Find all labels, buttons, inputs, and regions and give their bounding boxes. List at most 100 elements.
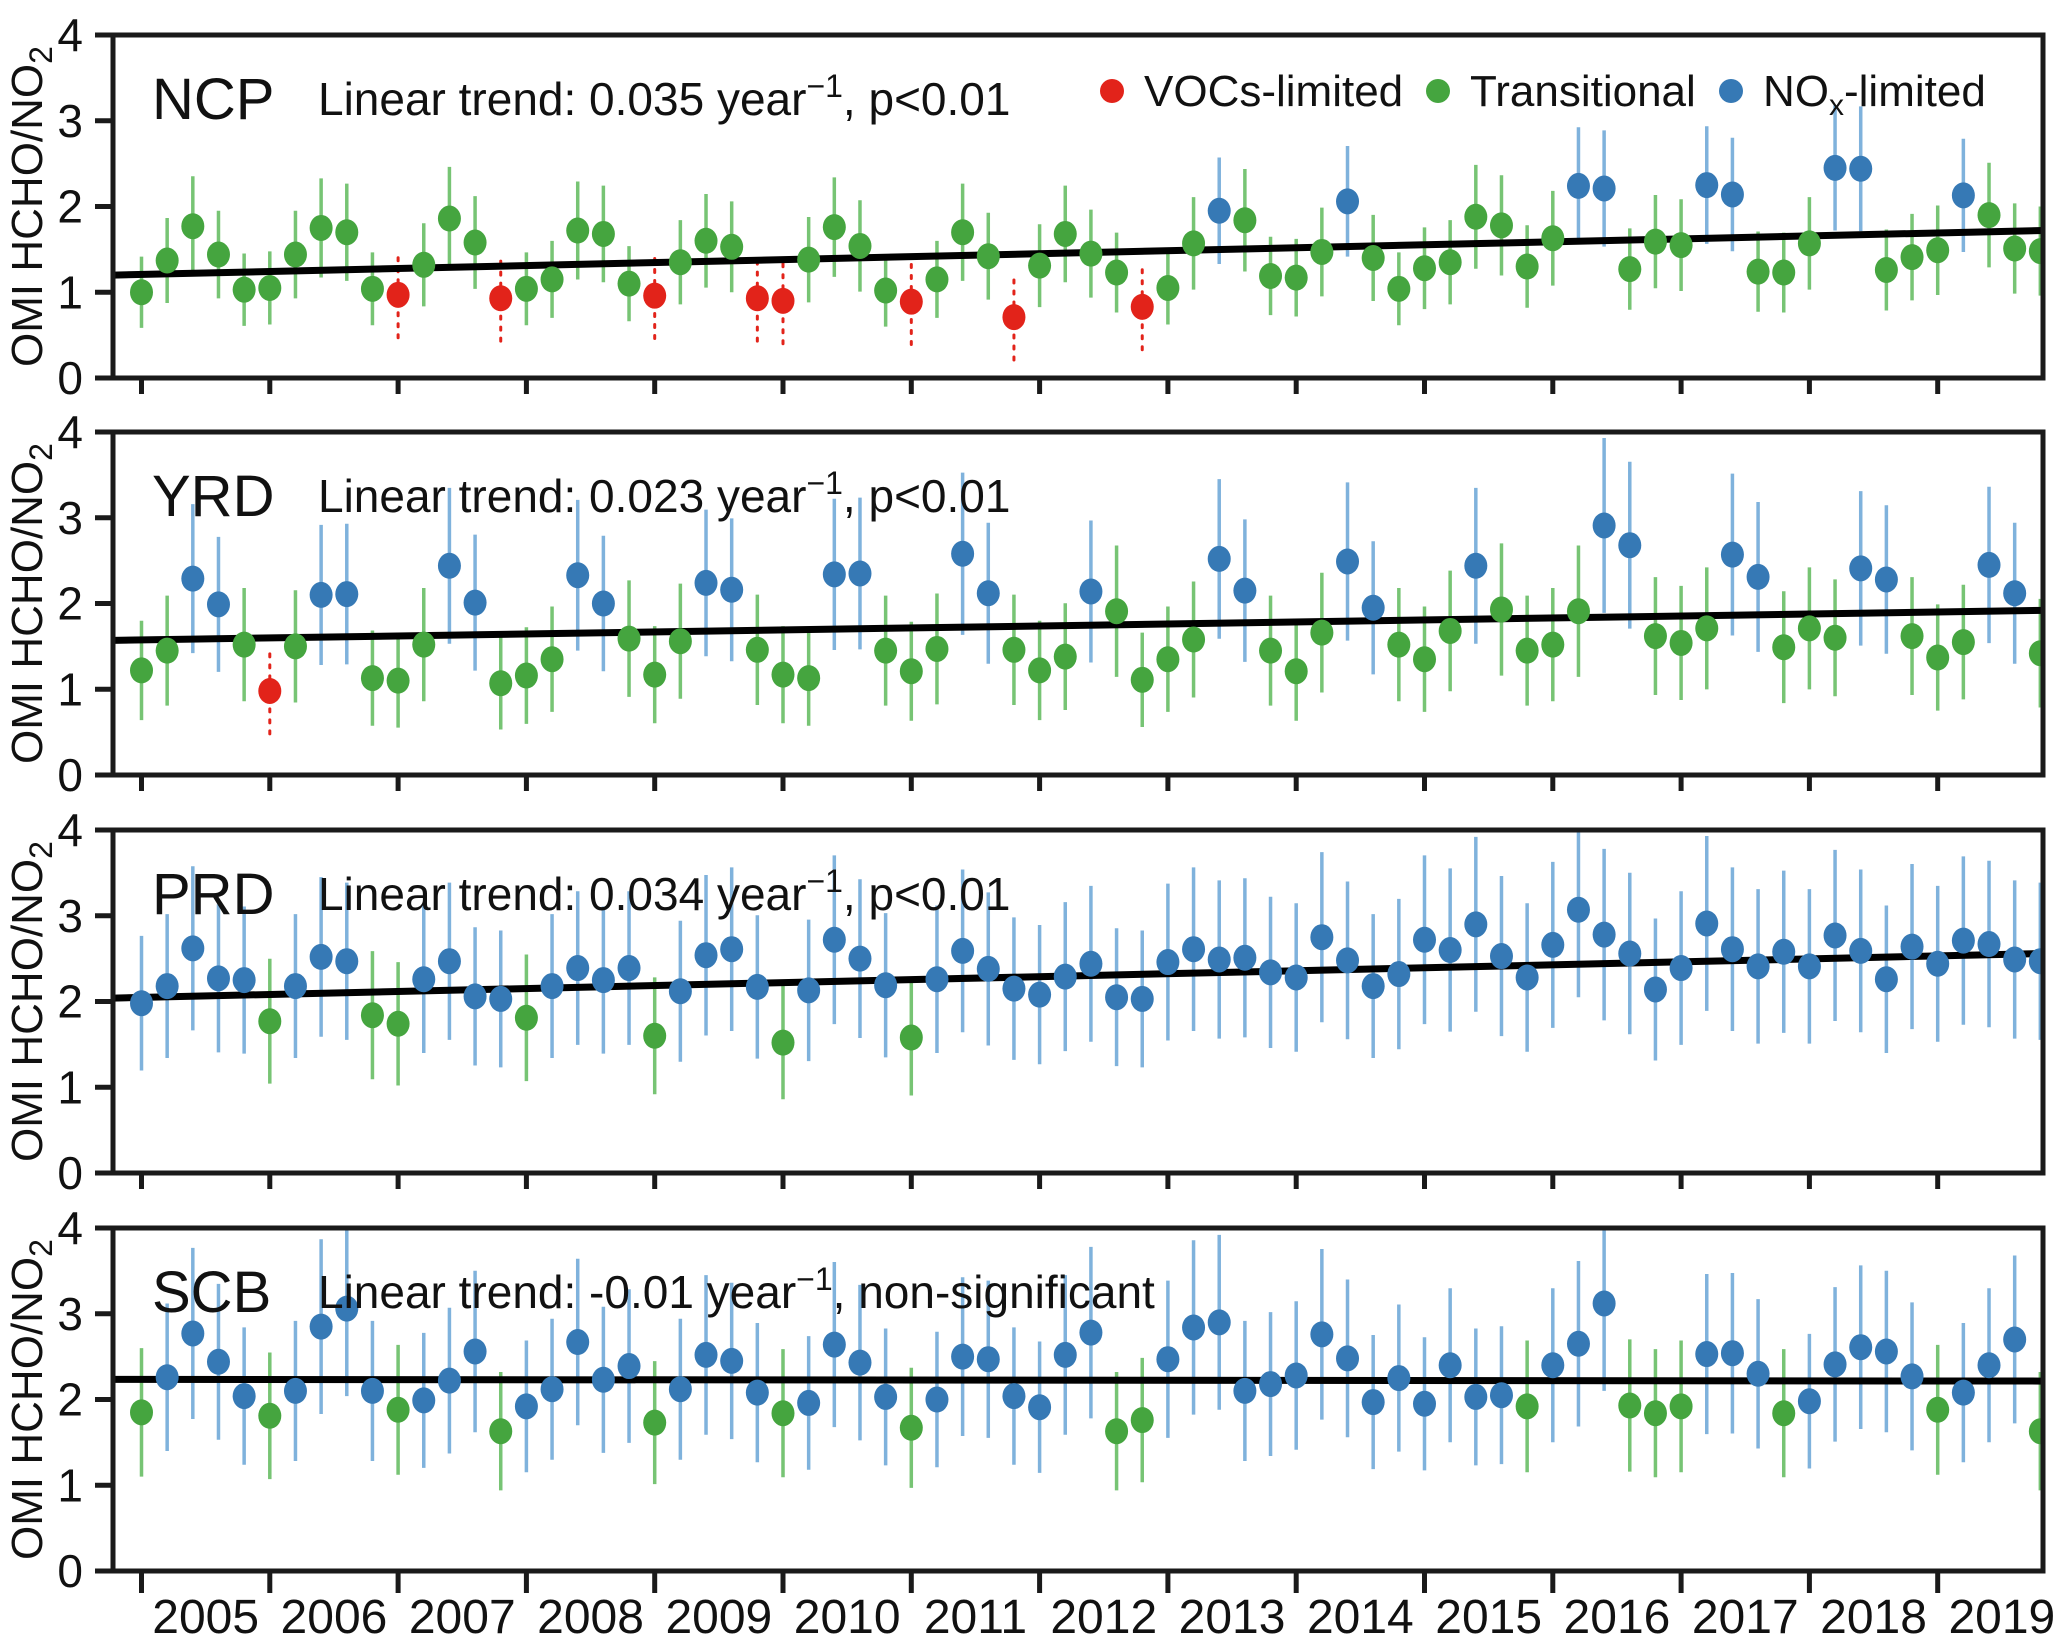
data-point-nox-limited bbox=[951, 1343, 975, 1370]
data-point-nox-limited bbox=[206, 1348, 230, 1375]
data-point-transitional bbox=[1643, 228, 1667, 255]
data-point-nox-limited bbox=[797, 977, 821, 1004]
data-point-nox-limited bbox=[1028, 1394, 1052, 1421]
data-point-voc-limited bbox=[771, 287, 795, 314]
data-point-transitional bbox=[1823, 624, 1847, 651]
data-point-transitional bbox=[1438, 617, 1462, 644]
data-point-transitional bbox=[1951, 629, 1975, 656]
data-point-transitional bbox=[1182, 230, 1206, 257]
data-point-transitional bbox=[925, 635, 949, 662]
data-point-nox-limited bbox=[1207, 1309, 1231, 1336]
data-point-nox-limited bbox=[720, 1347, 744, 1374]
data-point-transitional bbox=[1182, 626, 1206, 653]
data-point-nox-limited bbox=[540, 973, 564, 1000]
data-point-transitional bbox=[386, 1010, 410, 1037]
data-point-transitional bbox=[1053, 220, 1077, 247]
data-point-nox-limited bbox=[514, 1393, 538, 1420]
data-point-transitional bbox=[1643, 623, 1667, 650]
data-point-transitional bbox=[566, 217, 590, 244]
y-tick-label: 4 bbox=[57, 9, 83, 61]
data-point-nox-limited bbox=[848, 945, 872, 972]
data-point-transitional bbox=[925, 266, 949, 293]
panel-region-label: PRD bbox=[152, 862, 274, 927]
panel-region-label: YRD bbox=[152, 464, 274, 529]
data-point-nox-limited bbox=[591, 967, 615, 994]
trend-annotation: Linear trend: 0.034 year−1, p<0.01 bbox=[318, 863, 1010, 920]
data-point-transitional bbox=[976, 243, 1000, 270]
data-point-transitional bbox=[1926, 237, 1950, 264]
data-point-transitional bbox=[1772, 1400, 1796, 1427]
data-point-transitional bbox=[1695, 615, 1719, 642]
data-point-nox-limited bbox=[874, 972, 898, 999]
data-point-transitional bbox=[1669, 232, 1693, 259]
panel-region-label: SCB bbox=[152, 1260, 271, 1325]
data-point-transitional bbox=[155, 247, 179, 274]
data-point-nox-limited bbox=[874, 1383, 898, 1410]
data-point-nox-limited bbox=[1413, 926, 1436, 953]
data-point-transitional bbox=[540, 266, 564, 293]
data-point-transitional bbox=[1284, 264, 1308, 291]
data-point-transitional bbox=[181, 213, 205, 240]
data-point-transitional bbox=[1900, 244, 1924, 271]
data-point-voc-limited bbox=[386, 281, 410, 308]
data-point-nox-limited bbox=[463, 1338, 487, 1365]
data-point-nox-limited bbox=[1977, 931, 2001, 958]
data-point-nox-limited bbox=[1413, 1390, 1436, 1417]
y-axis-label: OMI HCHO/NO2 bbox=[3, 46, 59, 367]
data-point-nox-limited bbox=[925, 966, 949, 993]
y-tick-label: 2 bbox=[57, 976, 83, 1028]
x-tick-label-year: 2009 bbox=[665, 1591, 772, 1641]
data-point-nox-limited bbox=[360, 1377, 384, 1404]
data-point-nox-limited bbox=[206, 591, 230, 618]
data-point-nox-limited bbox=[745, 973, 769, 1000]
data-point-nox-limited bbox=[848, 560, 872, 587]
data-point-transitional bbox=[1105, 598, 1129, 625]
data-point-nox-limited bbox=[1515, 964, 1539, 991]
data-point-transitional bbox=[1259, 637, 1283, 664]
data-point-nox-limited bbox=[2003, 946, 2027, 973]
x-tick-label-year: 2017 bbox=[1692, 1591, 1799, 1641]
data-point-nox-limited bbox=[925, 1386, 949, 1413]
data-point-transitional bbox=[1413, 646, 1436, 673]
data-point-nox-limited bbox=[1669, 955, 1693, 982]
data-point-transitional bbox=[1156, 274, 1180, 301]
data-point-transitional bbox=[899, 658, 923, 685]
data-point-transitional bbox=[1079, 240, 1103, 267]
y-axis-label: OMI HCHO/NO2 bbox=[3, 443, 59, 764]
data-point-nox-limited bbox=[822, 1331, 846, 1358]
data-point-nox-limited bbox=[412, 966, 436, 993]
data-point-transitional bbox=[2028, 1418, 2043, 1445]
data-point-transitional bbox=[1002, 636, 1026, 663]
data-point-transitional bbox=[899, 1024, 923, 1051]
data-point-nox-limited bbox=[668, 978, 692, 1005]
trend-annotation: Linear trend: -0.01 year−1, non-signific… bbox=[318, 1261, 1155, 1318]
data-point-nox-limited bbox=[951, 540, 975, 567]
data-point-transitional bbox=[1926, 644, 1950, 671]
y-tick-label: 3 bbox=[57, 1288, 83, 1340]
data-point-nox-limited bbox=[822, 561, 846, 588]
data-point-nox-limited bbox=[1438, 1352, 1462, 1379]
data-point-nox-limited bbox=[489, 985, 513, 1012]
data-point-nox-limited bbox=[1182, 1314, 1206, 1341]
data-point-transitional bbox=[1669, 629, 1693, 656]
data-point-transitional bbox=[386, 1396, 410, 1423]
data-point-nox-limited bbox=[1720, 181, 1744, 208]
data-point-nox-limited bbox=[1259, 1371, 1283, 1398]
data-point-nox-limited bbox=[1900, 1363, 1924, 1390]
data-point-nox-limited bbox=[1182, 936, 1206, 963]
y-tick-label: 3 bbox=[57, 492, 83, 544]
data-point-nox-limited bbox=[1489, 1382, 1513, 1409]
data-point-transitional bbox=[489, 1418, 513, 1445]
data-point-transitional bbox=[1310, 238, 1334, 265]
data-point-nox-limited bbox=[668, 1376, 692, 1403]
data-point-nox-limited bbox=[1746, 953, 1770, 980]
data-point-transitional bbox=[668, 249, 692, 276]
panel-region-label: NCP bbox=[152, 67, 274, 132]
data-point-transitional bbox=[155, 637, 179, 664]
data-point-nox-limited bbox=[1310, 1321, 1334, 1348]
data-point-nox-limited bbox=[1849, 937, 1873, 964]
data-point-transitional bbox=[540, 646, 564, 673]
data-point-nox-limited bbox=[1156, 1346, 1180, 1373]
data-point-transitional bbox=[1618, 256, 1642, 283]
